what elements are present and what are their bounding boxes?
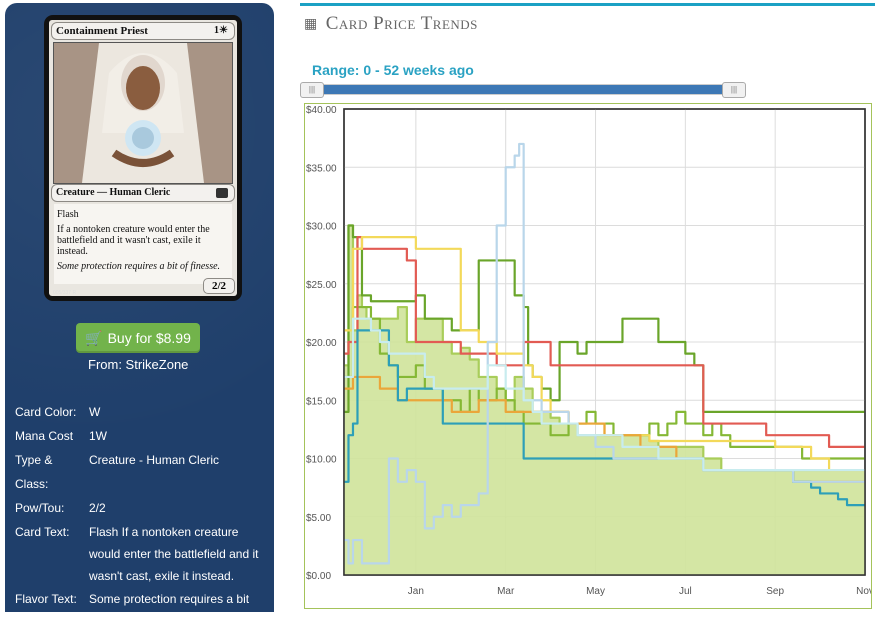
- set-symbol-icon: [216, 188, 228, 198]
- y-tick-label: $15.00: [306, 396, 337, 407]
- x-tick-label: Mar: [497, 586, 515, 597]
- panel-top-border: [300, 3, 875, 6]
- x-tick-label: May: [586, 586, 605, 597]
- attr-value: Creature - Human Cleric: [89, 453, 220, 467]
- plot-border: [343, 108, 866, 576]
- seller-label: From: StrikeZone: [88, 357, 189, 372]
- x-tick-label: Nov: [856, 586, 871, 597]
- series-line: [344, 236, 865, 448]
- card-mana-cost: 1☀: [214, 25, 228, 36]
- attr-label: Mana Cost: [15, 429, 74, 443]
- card-attributes: Card Color: W Mana Cost 1W Type & Class: Cr…: [15, 400, 259, 632]
- x-tick-label: Jul: [679, 586, 692, 597]
- card-name: Containment Priest: [56, 25, 148, 37]
- y-tick-label: $10.00: [306, 455, 337, 466]
- y-tick-label: $40.00: [306, 105, 337, 116]
- y-tick-label: $35.00: [306, 163, 337, 174]
- series-area: [344, 225, 865, 575]
- y-tick-label: $5.00: [306, 513, 331, 524]
- x-tick-label: Jan: [408, 586, 424, 597]
- series-line: [344, 224, 865, 413]
- attr-value: 1W: [89, 429, 107, 443]
- buy-label: Buy for $8.99: [107, 330, 191, 346]
- y-tick-label: $20.00: [306, 338, 337, 349]
- week-range-slider[interactable]: ||| |||: [300, 82, 746, 98]
- attr-row-color: Card Color: W: [15, 400, 259, 424]
- buy-button[interactable]: 🛒 Buy for $8.99: [76, 323, 200, 353]
- y-tick-label: $25.00: [306, 280, 337, 291]
- card-title-bar: Containment Priest 1☀: [51, 22, 235, 40]
- attr-label: Card Color:: [15, 405, 77, 419]
- card-frame: Containment Priest 1☀ Creature — Human C…: [49, 20, 237, 296]
- card-type-line: Creature — Human Cleric: [51, 184, 235, 202]
- slider-range-fill: [319, 85, 723, 94]
- card-flavor-text: Some protection requires a bit of finess…: [57, 261, 221, 272]
- slider-handle-start[interactable]: |||: [300, 82, 324, 98]
- panel-title-text: Card Price Trends: [325, 13, 478, 34]
- card-rules-line: If a nontoken creature would enter the b…: [57, 224, 210, 257]
- x-tick-label: Sep: [766, 586, 784, 597]
- cart-icon: 🛒: [85, 330, 103, 346]
- card-art: [53, 42, 233, 184]
- y-tick-label: $0.00: [306, 571, 331, 582]
- attr-label: Pow/Tou:: [15, 501, 65, 515]
- card-power-toughness: 2/2: [203, 278, 235, 294]
- card-collector-number: 005/337 R: [53, 290, 77, 296]
- attr-label: Type & Class:: [15, 453, 53, 491]
- chart-svg: $0.00 $5.00 $10.00 $15.00 $20.00 $25.00 $30.00…: [306, 105, 874, 597]
- attr-value: Some protection requires a bit of finess…: [89, 592, 250, 628]
- attr-value: 2/2: [89, 501, 106, 515]
- card-image: Containment Priest 1☀ Creature — Human C…: [44, 15, 242, 301]
- card-sidebar: Containment Priest 1☀ Creature — Human C…: [5, 3, 274, 628]
- y-tick-label: $30.00: [306, 222, 337, 233]
- attr-label: Card Text:: [15, 525, 70, 539]
- attr-row-pow-tou: Pow/Tou: 2/2: [15, 496, 259, 520]
- range-label: Range: 0 - 52 weeks ago: [312, 62, 474, 78]
- attr-row-type: Type & Class: Creature - Human Cleric: [15, 448, 259, 496]
- card-type-text: Creature — Human Cleric: [56, 187, 171, 198]
- attr-value: Flash If a nontoken creature would enter…: [89, 525, 259, 583]
- attr-row-card-text: Card Text: Flash If a nontoken creature w…: [15, 520, 259, 587]
- attr-label: Flavor Text:: [15, 592, 77, 606]
- attr-row-mana-cost: Mana Cost 1W: [15, 424, 259, 448]
- price-trend-chart: $0.00 $5.00 $10.00 $15.00 $20.00 $25.00 $30.00…: [304, 103, 874, 609]
- priest-illustration: [54, 43, 232, 183]
- slider-handle-end[interactable]: |||: [722, 82, 746, 98]
- calendar-icon: ▦: [304, 17, 318, 33]
- series-line: [344, 317, 865, 472]
- card-rules-line: Flash: [57, 209, 79, 220]
- attr-row-flavor: Flavor Text: Some protection requires a b…: [15, 587, 259, 632]
- panel-title: ▦ Card Price Trends: [304, 13, 478, 35]
- card-text-box: Flash If a nontoken creature would enter…: [54, 204, 232, 284]
- attr-value: W: [89, 405, 101, 419]
